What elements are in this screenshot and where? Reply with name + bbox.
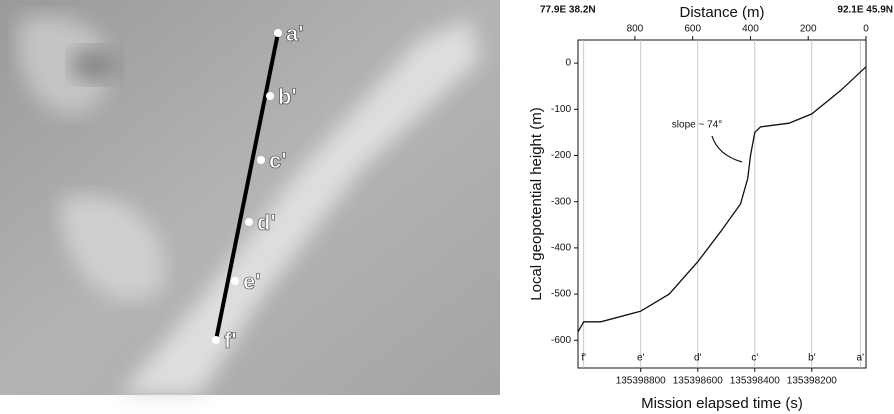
x2-tick-label: 800 [627, 24, 644, 35]
track-point [245, 218, 253, 226]
track-label: f' [224, 328, 237, 353]
track-label: e' [243, 269, 260, 294]
y-tick-label: -300 [551, 196, 571, 207]
track-point [231, 277, 239, 285]
marker-label: b' [808, 353, 816, 364]
x-tick-label: 135398200 [787, 376, 837, 387]
x-axis-title: Mission elapsed time (s) [641, 395, 803, 412]
x2-axis-title: Distance (m) [679, 4, 764, 21]
corner-label: 92.1E 45.9N [837, 5, 893, 16]
x2-tick-label: 400 [742, 24, 759, 35]
track-point [274, 29, 282, 37]
x2-tick-label: 0 [863, 24, 869, 35]
marker-label: c' [751, 353, 758, 364]
annotation: slope ~ 74° [672, 120, 722, 131]
y-tick-label: -500 [551, 289, 571, 300]
marker-label: f' [581, 353, 586, 364]
x2-tick-label: 200 [800, 24, 817, 35]
x2-tick-label: 600 [684, 24, 701, 35]
y-axis-title: Local geopotential height (m) [528, 107, 545, 300]
y-tick-label: -400 [551, 243, 571, 254]
annotation-arrow [712, 136, 742, 162]
track-point [266, 92, 274, 100]
track-point [257, 156, 265, 164]
figure: a' b' c' d' e' f' 77.9E 38.2N 92.1E 45.9N Dis… [0, 0, 894, 414]
x-tick-label: 135398800 [616, 376, 666, 387]
track-point [212, 336, 220, 344]
track-label: c' [269, 148, 286, 173]
marker-label: e' [637, 353, 645, 364]
profile-line [578, 67, 866, 333]
y-tick-label: 0 [565, 58, 571, 69]
terrain-image [0, 0, 500, 395]
track-label: b' [278, 84, 297, 109]
y-tick-label: -100 [551, 104, 571, 115]
y-tick-label: -600 [551, 335, 571, 346]
y-tick-label: -200 [551, 150, 571, 161]
marker-label: a' [857, 353, 865, 364]
plot-frame [578, 40, 866, 368]
x-tick-label: 135398400 [730, 376, 780, 387]
corner-label: 77.9E 38.2N [540, 5, 596, 16]
x-tick-label: 135398600 [673, 376, 723, 387]
track-label: a' [286, 21, 303, 46]
page: {"image_labels": ["a'", "b'", "c'", "d'"… [0, 0, 894, 414]
marker-label: d' [694, 353, 702, 364]
track-label: d' [257, 210, 276, 235]
